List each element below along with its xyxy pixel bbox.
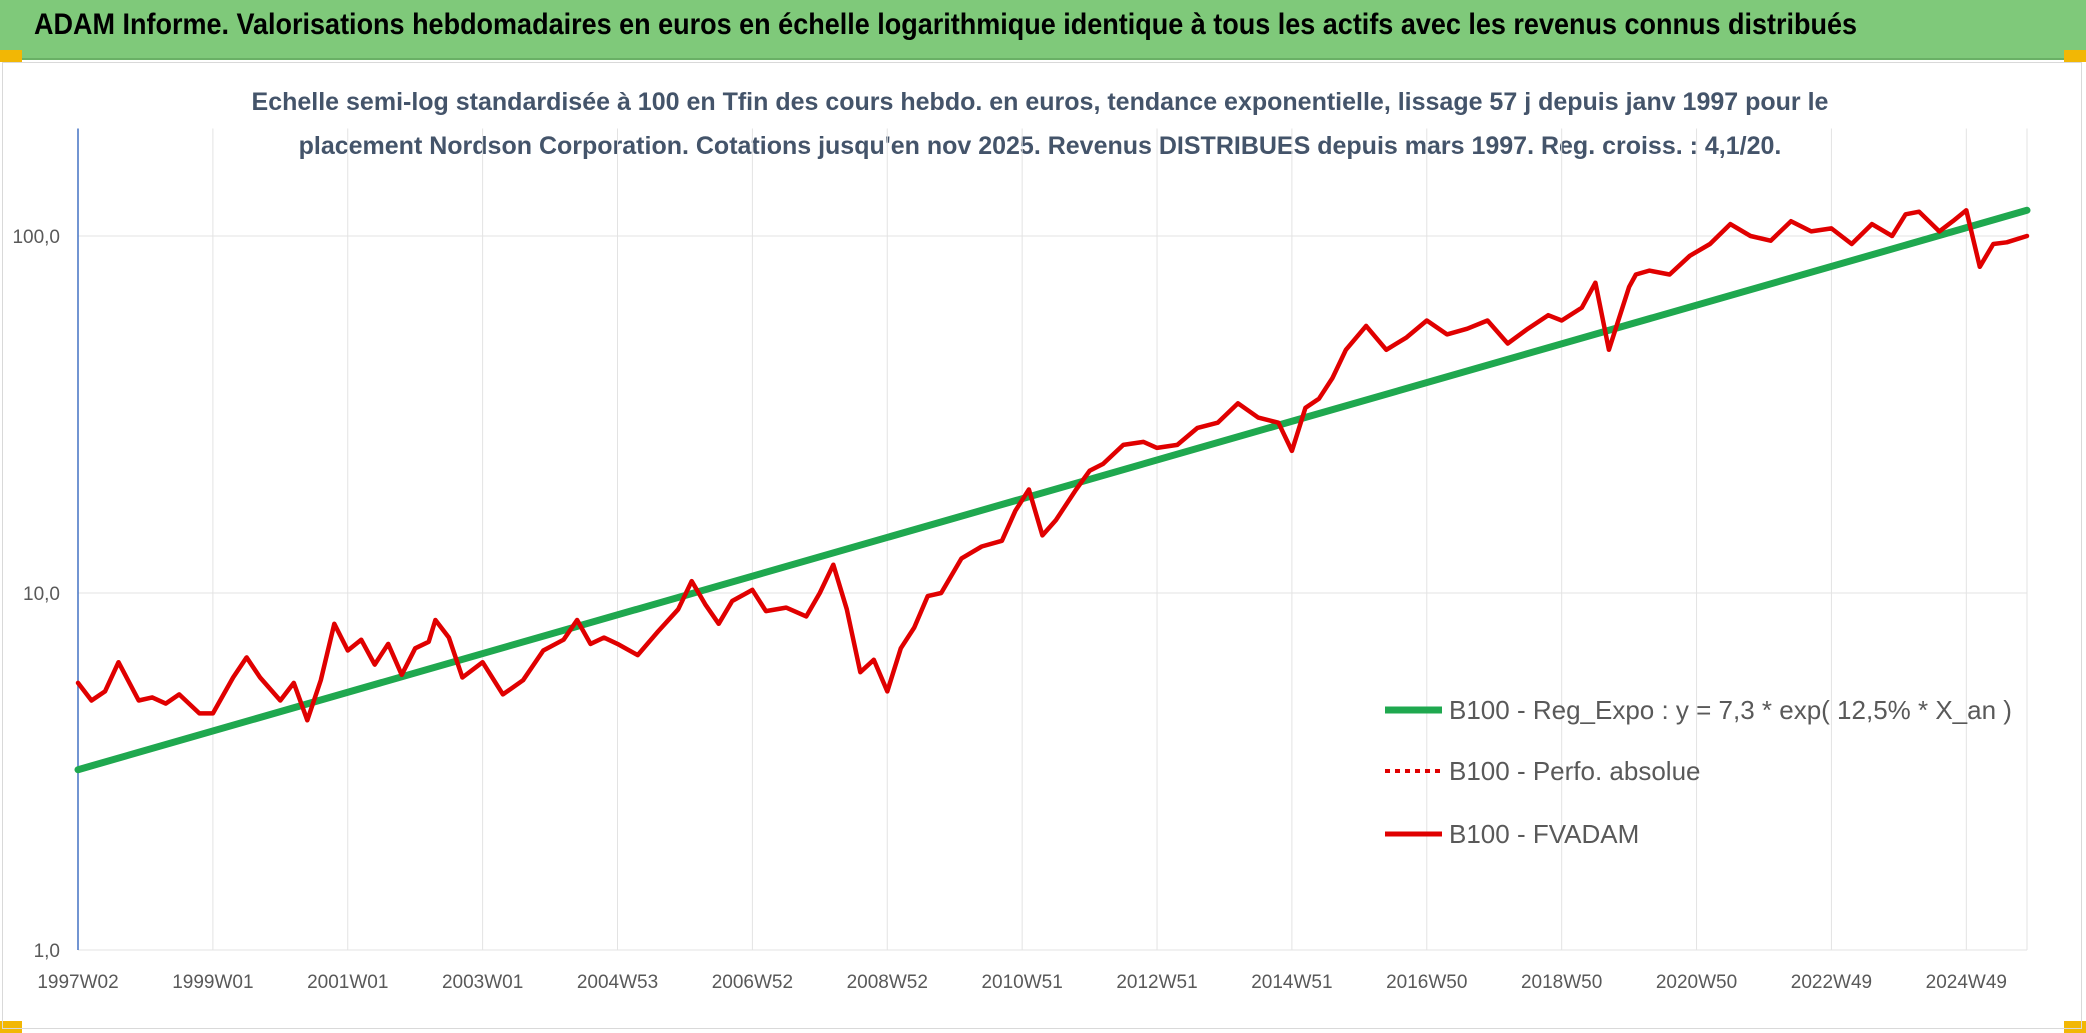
legend-item-fvadam: B100 - FVADAM [1385,819,1639,849]
x-tick-label: 2022W49 [1791,972,1872,993]
chart-subtitle-line2: placement Nordson Corporation. Cotations… [298,132,1782,160]
corner-mark [2064,1021,2086,1033]
x-tick-label: 2016W50 [1386,972,1467,993]
corner-mark [0,50,22,62]
x-tick-label: 1999W01 [172,972,253,993]
x-tick-label: 2003W01 [442,972,523,993]
x-tick-label: 1997W02 [37,972,118,993]
legend-label: B100 - Perfo. absolue [1449,756,1701,786]
x-tick-label: 2006W52 [712,972,793,993]
x-tick-label: 2008W52 [847,972,928,993]
legend-label: B100 - FVADAM [1449,819,1639,849]
y-tick-label: 10,0 [23,584,60,605]
legend-label: B100 - Reg_Expo : y = 7,3 * exp( 12,5% *… [1449,695,2012,725]
chart-subtitle-line1: Echelle semi-log standardisée à 100 en T… [251,88,1829,116]
series-line-fvadam [75,208,2030,723]
x-tick-label: 2004W53 [577,972,658,993]
x-tick-label: 2020W50 [1656,972,1737,993]
legend-item-reg-expo: B100 - Reg_Expo : y = 7,3 * exp( 12,5% *… [1385,695,2012,725]
y-tick-label: 100,0 [12,227,60,248]
x-tick-label: 2012W51 [1116,972,1197,993]
legend-item-perfo-absolue: B100 - Perfo. absolue [1385,756,1701,786]
x-tick-label: 2010W51 [981,972,1062,993]
corner-mark [0,1021,22,1033]
x-tick-label: 2018W50 [1521,972,1602,993]
x-tick-label: 2024W49 [1926,972,2007,993]
y-tick-label: 1,0 [34,941,60,962]
x-tick-label: 2014W51 [1251,972,1332,993]
page-title: ADAM Informe. Valorisations hebdomadaire… [34,8,1858,41]
chart-frame [2,62,2082,1029]
series-line-reg-expo [74,206,2031,774]
x-tick-label: 2001W01 [307,972,388,993]
corner-mark [2064,50,2086,62]
title-banner: ADAM Informe. Valorisations hebdomadaire… [0,0,2086,60]
